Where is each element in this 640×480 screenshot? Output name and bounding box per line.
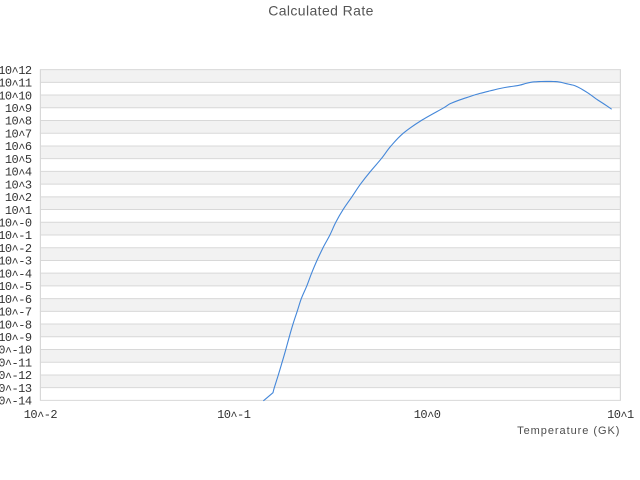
svg-text:10^10: 10^10 (0, 89, 32, 104)
svg-text:10^1: 10^1 (607, 408, 634, 423)
svg-text:10^-2: 10^-2 (0, 242, 32, 257)
svg-text:10^11: 10^11 (0, 77, 32, 92)
svg-text:Temperature (GK): Temperature (GK) (517, 425, 620, 437)
svg-text:10^-12: 10^-12 (0, 369, 32, 384)
svg-text:10^0: 10^0 (414, 408, 441, 423)
svg-text:10^-1: 10^-1 (217, 408, 251, 423)
svg-text:10^8: 10^8 (5, 115, 32, 130)
svg-text:10^-8: 10^-8 (0, 318, 32, 333)
svg-text:10^-3: 10^-3 (0, 255, 32, 270)
svg-text:10^-14: 10^-14 (0, 395, 32, 410)
svg-text:10^-4: 10^-4 (0, 267, 32, 282)
svg-text:Calculated Rate: Calculated Rate (268, 3, 374, 19)
svg-text:10^9: 10^9 (5, 102, 32, 117)
svg-text:10^12: 10^12 (0, 64, 32, 79)
svg-text:10^-2: 10^-2 (24, 408, 58, 423)
svg-text:10^-10: 10^-10 (0, 344, 32, 359)
svg-text:10^5: 10^5 (5, 153, 32, 168)
svg-text:10^7: 10^7 (5, 127, 32, 142)
svg-text:10^6: 10^6 (5, 140, 32, 155)
svg-text:10^-0: 10^-0 (0, 216, 32, 231)
svg-text:10^-1: 10^-1 (0, 229, 32, 244)
svg-text:10^3: 10^3 (5, 178, 32, 193)
svg-text:10^-7: 10^-7 (0, 306, 32, 321)
svg-text:10^-9: 10^-9 (0, 331, 32, 346)
svg-text:10^2: 10^2 (5, 191, 32, 206)
svg-text:10^-6: 10^-6 (0, 293, 32, 308)
svg-text:10^-5: 10^-5 (0, 280, 32, 295)
svg-text:10^4: 10^4 (5, 166, 32, 181)
svg-text:10^1: 10^1 (5, 204, 32, 219)
svg-text:10^-11: 10^-11 (0, 356, 32, 371)
svg-text:10^-13: 10^-13 (0, 382, 32, 397)
